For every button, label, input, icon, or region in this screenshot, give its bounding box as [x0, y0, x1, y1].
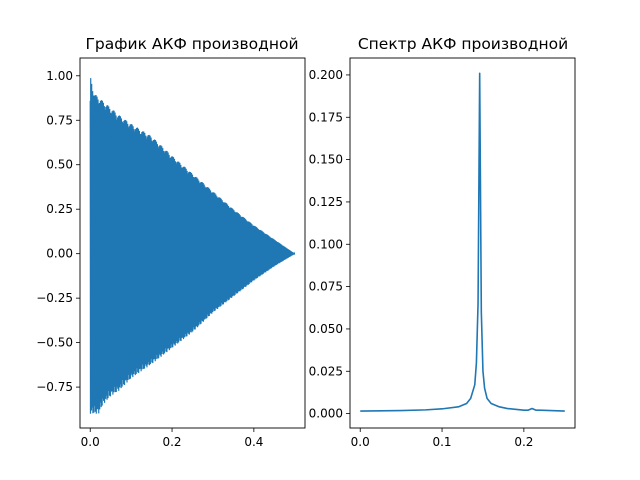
acf-y-tick-label: 0.25 — [46, 202, 73, 216]
spectrum-y-tick-label: 0.000 — [309, 407, 343, 421]
acf-ticks: 0.0 0.2 0.4 −0.75 −0.50 −0.25 0.00 0.25 0.50 0.75… — [36, 69, 263, 449]
acf-y-tick-label: −0.50 — [36, 336, 73, 350]
spectrum-x-tick-label: 0.1 — [432, 435, 451, 449]
acf-y-tick-label: 0.75 — [46, 113, 73, 127]
acf-series-core — [90, 111, 295, 382]
spectrum-chart-title: Спектр АКФ производной — [358, 35, 568, 53]
acf-y-tick-label: 0.00 — [46, 247, 73, 261]
spectrum-y-tick-label: 0.175 — [309, 110, 343, 124]
spectrum-y-tick-label: 0.200 — [309, 68, 343, 82]
spectrum-x-tick-label: 0.0 — [351, 435, 370, 449]
spectrum-ticks: 0.0 0.1 0.2 0.000 0.025 0.050 0.075 0.100 0.125 0… — [309, 68, 534, 449]
spectrum-y-tick-label: 0.050 — [309, 322, 343, 336]
acf-y-tick-label: −0.25 — [36, 291, 73, 305]
acf-x-tick-label: 0.0 — [81, 435, 100, 449]
acf-x-tick-label: 0.2 — [162, 435, 181, 449]
acf-x-tick-label: 0.4 — [244, 435, 263, 449]
acf-y-tick-label: 1.00 — [46, 69, 73, 83]
spectrum-y-tick-label: 0.150 — [309, 153, 343, 167]
spectrum-y-tick-label: 0.025 — [309, 364, 343, 378]
spectrum-chart: Спектр АКФ производной 0.0 0.1 0.20.0000.0… — [309, 35, 576, 449]
acf-axes-frame — [79, 57, 306, 429]
spectrum-y-tick-label: 0.100 — [309, 237, 343, 251]
acf-chart: График АКФ производной 0.0 0.2 0.4 −0.75 −0.… — [36, 35, 306, 449]
spectrum-y-tick-label: 0.125 — [309, 195, 343, 209]
spectrum-y-tick-label: 0.075 — [309, 280, 343, 294]
acf-y-tick-label: −0.75 — [36, 380, 73, 394]
spectrum-x-tick-label: 0.2 — [514, 435, 533, 449]
spectrum-plot-area — [360, 72, 565, 412]
acf-y-tick-label: 0.50 — [46, 158, 73, 172]
acf-chart-title: График АКФ производной — [85, 35, 298, 53]
acf-plot-area — [89, 78, 296, 414]
spectrum-axes-frame — [349, 57, 576, 429]
spectrum-series-line — [360, 72, 565, 412]
